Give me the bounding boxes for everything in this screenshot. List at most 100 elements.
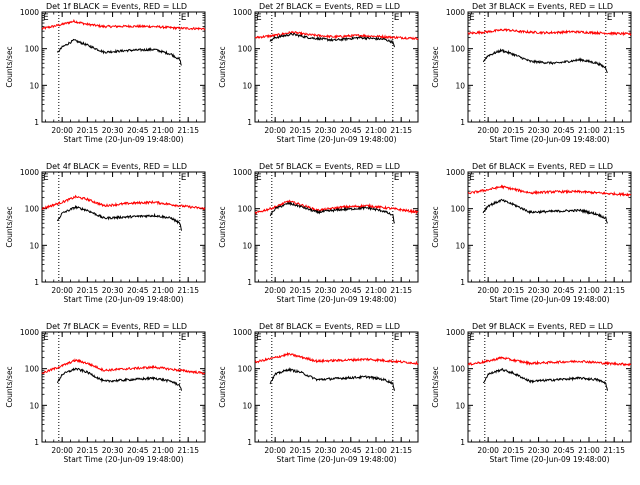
x-tick-label: 20:45 — [553, 446, 575, 455]
event-marker-label: E — [469, 333, 475, 343]
x-axis-label: Start Time (20-Jun-09 19:48:00) — [64, 135, 184, 144]
y-tick-label: 100 — [451, 45, 466, 54]
chart-title: Det 8f BLACK = Events, RED = LLD — [259, 322, 400, 331]
event-marker-label: E — [181, 333, 187, 343]
x-tick-label: 20:00 — [477, 446, 499, 455]
plot-frame — [41, 331, 206, 443]
series-line-events — [269, 201, 395, 224]
event-marker-label: E — [181, 173, 187, 183]
series-line-events — [56, 38, 182, 66]
y-axis-label: Counts/sec — [431, 206, 440, 247]
x-tick-label: 20:00 — [477, 286, 499, 295]
y-axis-label: Counts/sec — [431, 46, 440, 87]
x-tick-label: 20:15 — [290, 126, 312, 135]
x-tick-label: 21:15 — [177, 126, 199, 135]
series-line-events — [56, 204, 182, 231]
y-tick-label: 1000 — [20, 168, 39, 177]
plot-frame — [467, 171, 632, 283]
y-tick-label: 100 — [25, 365, 40, 374]
y-tick-label: 10 — [242, 241, 252, 250]
series-line-lld — [41, 19, 206, 31]
x-tick-label: 21:15 — [603, 446, 625, 455]
x-axis-label: Start Time (20-Jun-09 19:48:00) — [490, 455, 610, 464]
event-marker-label: E — [607, 13, 613, 23]
x-tick-label: 20:15 — [503, 446, 525, 455]
x-tick-label: 20:00 — [264, 446, 286, 455]
detector-panel-7: Det 7f BLACK = Events, RED = LLD 1 10 100 10… — [5, 322, 206, 464]
y-axis-label: Counts/sec — [5, 46, 14, 87]
x-tick-label: 20:30 — [315, 446, 337, 455]
x-tick-label: 20:15 — [77, 286, 99, 295]
y-axis-label: Counts/sec — [5, 206, 14, 247]
event-marker-label: E — [607, 173, 613, 183]
event-marker-label: E — [256, 333, 262, 343]
x-tick-label: 21:00 — [578, 126, 600, 135]
x-tick-label: 21:15 — [177, 286, 199, 295]
x-tick-label: 20:15 — [77, 126, 99, 135]
x-tick-label: 21:00 — [365, 126, 387, 135]
y-tick-label: 1 — [247, 118, 252, 127]
y-tick-label: 1000 — [233, 168, 252, 177]
y-tick-label: 10 — [455, 401, 465, 410]
x-tick-label: 20:00 — [51, 126, 73, 135]
x-tick-label: 20:30 — [528, 126, 550, 135]
event-marker-label: E — [394, 173, 400, 183]
y-tick-label: 100 — [238, 365, 253, 374]
y-tick-label: 1000 — [446, 8, 465, 17]
y-axis-label: Counts/sec — [218, 206, 227, 247]
x-axis-label: Start Time (20-Jun-09 19:48:00) — [64, 455, 184, 464]
y-axis-label: Counts/sec — [5, 366, 14, 407]
x-tick-label: 21:00 — [152, 446, 174, 455]
y-tick-label: 100 — [451, 205, 466, 214]
y-tick-label: 1 — [460, 118, 465, 127]
x-tick-label: 21:00 — [365, 446, 387, 455]
y-tick-label: 10 — [29, 81, 39, 90]
y-tick-label: 10 — [29, 241, 39, 250]
series-line-events — [482, 48, 608, 74]
y-tick-label: 1 — [247, 278, 252, 287]
series-line-lld — [41, 194, 206, 211]
event-marker-label: E — [43, 333, 49, 343]
y-tick-label: 10 — [455, 81, 465, 90]
x-tick-label: 20:30 — [528, 286, 550, 295]
x-tick-label: 20:45 — [127, 286, 149, 295]
x-axis-label: Start Time (20-Jun-09 19:48:00) — [490, 135, 610, 144]
x-axis-label: Start Time (20-Jun-09 19:48:00) — [277, 455, 397, 464]
detector-panel-6: Det 6f BLACK = Events, RED = LLD 1 10 100 10… — [431, 162, 632, 304]
y-tick-label: 1000 — [446, 168, 465, 177]
x-tick-label: 21:15 — [390, 286, 412, 295]
plot-frame — [41, 171, 206, 283]
x-tick-label: 20:45 — [340, 126, 362, 135]
plot-frame — [467, 11, 632, 123]
series-line-lld — [254, 351, 419, 366]
series-line-events — [483, 367, 608, 391]
series-line-lld — [41, 358, 205, 375]
event-marker-label: E — [43, 13, 49, 23]
series-line-events — [57, 367, 182, 391]
x-tick-label: 20:45 — [553, 126, 575, 135]
x-tick-label: 20:15 — [503, 126, 525, 135]
x-tick-label: 20:00 — [51, 446, 73, 455]
plot-frame — [254, 331, 419, 443]
y-tick-label: 1000 — [233, 328, 252, 337]
y-tick-label: 100 — [238, 45, 253, 54]
y-tick-label: 10 — [455, 241, 465, 250]
series-line-events — [269, 32, 395, 48]
x-tick-label: 20:15 — [290, 446, 312, 455]
series-line-lld — [254, 199, 419, 216]
y-axis-label: Counts/sec — [218, 46, 227, 87]
series-line-events — [269, 367, 395, 391]
x-tick-label: 21:00 — [578, 446, 600, 455]
x-tick-label: 21:00 — [152, 286, 174, 295]
chart-title: Det 6f BLACK = Events, RED = LLD — [472, 162, 613, 171]
chart-title: Det 2f BLACK = Events, RED = LLD — [259, 2, 400, 11]
y-tick-label: 100 — [451, 365, 466, 374]
y-tick-label: 10 — [242, 81, 252, 90]
x-tick-label: 20:30 — [528, 446, 550, 455]
chart-title: Det 9f BLACK = Events, RED = LLD — [472, 322, 613, 331]
detector-panel-9: Det 9f BLACK = Events, RED = LLD 1 10 100 10… — [431, 322, 632, 464]
chart-title: Det 1f BLACK = Events, RED = LLD — [46, 2, 187, 11]
y-tick-label: 100 — [25, 45, 40, 54]
chart-title: Det 3f BLACK = Events, RED = LLD — [472, 2, 613, 11]
